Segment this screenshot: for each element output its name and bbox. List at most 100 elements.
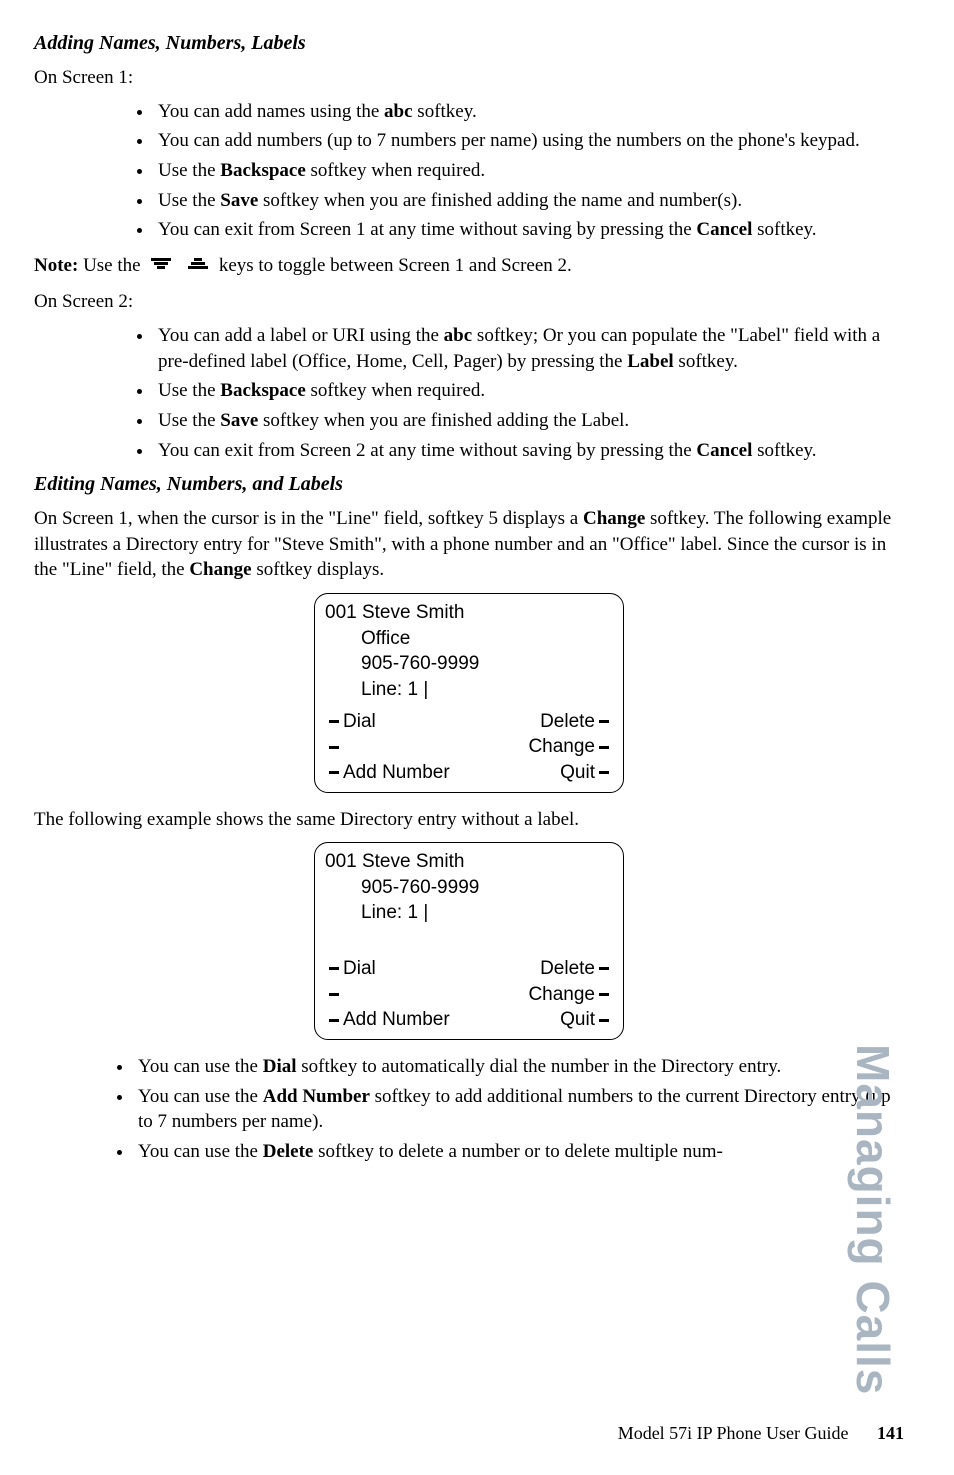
softkey-blank xyxy=(325,993,343,996)
screen1-bullets: You can add names using the abc softkey.… xyxy=(34,99,904,243)
bold: Backspace xyxy=(220,160,306,181)
list-item: You can use the Delete softkey to delete… xyxy=(134,1139,904,1165)
tick-icon xyxy=(599,1019,609,1022)
bold: Add Number xyxy=(263,1086,370,1107)
list-item: You can exit from Screen 1 at any time w… xyxy=(154,217,904,243)
text: You can use the xyxy=(138,1056,263,1077)
tick-icon xyxy=(329,720,339,723)
softkey-change: Change xyxy=(528,734,613,760)
screen-b: 001 Steve Smith 905-760-9999 Line: 1 | D… xyxy=(314,842,624,1040)
screen-line: Office xyxy=(325,626,613,652)
tick-icon xyxy=(329,1019,339,1022)
on-screen-2: On Screen 2: xyxy=(34,289,904,315)
screen2-bullets: You can add a label or URI using the abc… xyxy=(34,323,904,463)
bold: Change xyxy=(583,508,645,529)
para2: The following example shows the same Dir… xyxy=(34,807,904,833)
screen-line: 905-760-9999 xyxy=(325,875,613,901)
on-screen-1: On Screen 1: xyxy=(34,65,904,91)
para1: On Screen 1, when the cursor is in the "… xyxy=(34,506,904,583)
text: Delete xyxy=(540,956,595,982)
screen-line: 001 Steve Smith xyxy=(325,600,613,626)
footer: Model 57i IP Phone User Guide 141 xyxy=(618,1421,904,1445)
text: softkey to automatically dial the number… xyxy=(297,1056,782,1077)
screen-a: 001 Steve Smith Office 905-760-9999 Line… xyxy=(314,593,624,792)
text: Dial xyxy=(343,709,376,735)
arrow-up-icon xyxy=(188,254,208,280)
text: Change xyxy=(528,982,595,1008)
list-item: Use the Backspace softkey when required. xyxy=(154,378,904,404)
list-item: You can add names using the abc softkey. xyxy=(154,99,904,125)
bold: Dial xyxy=(263,1056,297,1077)
note-label: Note: xyxy=(34,255,78,276)
bold: Save xyxy=(220,410,258,431)
text: softkey. xyxy=(413,101,477,122)
list-item: You can use the Add Number softkey to ad… xyxy=(134,1084,904,1135)
tick-icon xyxy=(599,746,609,749)
heading-editing: Editing Names, Numbers, and Labels xyxy=(34,471,904,498)
text: softkey when required. xyxy=(306,160,485,181)
softkey-dial: Dial xyxy=(325,709,376,735)
list-item: You can add a label or URI using the abc… xyxy=(154,323,904,374)
list-item: You can exit from Screen 2 at any time w… xyxy=(154,438,904,464)
text: softkey when required. xyxy=(306,380,485,401)
softkey-quit: Quit xyxy=(560,1007,613,1033)
screen-line: Line: 1 | xyxy=(325,677,613,703)
tick-icon xyxy=(329,993,339,996)
note-line: Note: Use the keys to toggle between Scr… xyxy=(34,253,904,279)
text: Use the xyxy=(78,255,145,276)
list-item: You can use the Dial softkey to automati… xyxy=(134,1054,904,1080)
text: You can add a label or URI using the xyxy=(158,325,444,346)
text: You can use the xyxy=(138,1141,263,1162)
tick-icon xyxy=(329,771,339,774)
list-item: Use the Backspace softkey when required. xyxy=(154,158,904,184)
tick-icon xyxy=(329,746,339,749)
text: You can use the xyxy=(138,1086,263,1107)
softkey-change: Change xyxy=(528,982,613,1008)
text: Use the xyxy=(158,380,220,401)
bold: Cancel xyxy=(696,219,752,240)
text: softkey when you are finished adding the… xyxy=(258,190,742,211)
text: Quit xyxy=(560,760,595,786)
softkey-add-number: Add Number xyxy=(325,760,450,786)
bold: abc xyxy=(384,101,413,122)
page-number: 141 xyxy=(877,1423,904,1443)
screen-line: Line: 1 | xyxy=(325,900,613,926)
text: Use the xyxy=(158,410,220,431)
text: You can exit from Screen 2 at any time w… xyxy=(158,440,696,461)
bold: Change xyxy=(189,559,251,580)
softkey-dial: Dial xyxy=(325,956,376,982)
screen-line: 905-760-9999 xyxy=(325,651,613,677)
text: Delete xyxy=(540,709,595,735)
side-tab: Managing Calls xyxy=(842,1044,904,1395)
list-item: You can add numbers (up to 7 numbers per… xyxy=(154,128,904,154)
tick-icon xyxy=(599,993,609,996)
text: softkey to delete a number or to delete … xyxy=(313,1141,722,1162)
softkey-add-number: Add Number xyxy=(325,1007,450,1033)
text: Dial xyxy=(343,956,376,982)
arrow-down-icon xyxy=(151,254,171,280)
text: keys to toggle between Screen 1 and Scre… xyxy=(219,255,572,276)
bold: Label xyxy=(627,351,673,372)
bold: Delete xyxy=(263,1141,314,1162)
text: softkey. xyxy=(752,440,816,461)
bold: Save xyxy=(220,190,258,211)
text: You can exit from Screen 1 at any time w… xyxy=(158,219,696,240)
softkey-delete: Delete xyxy=(540,709,613,735)
text: softkey. xyxy=(674,351,738,372)
tick-icon xyxy=(599,771,609,774)
bold: Backspace xyxy=(220,380,306,401)
text: softkey displays. xyxy=(252,559,384,580)
softkey-quit: Quit xyxy=(560,760,613,786)
text: Use the xyxy=(158,160,220,181)
text: Add Number xyxy=(343,1007,450,1033)
footer-title: Model 57i IP Phone User Guide xyxy=(618,1423,849,1443)
text: On Screen 1, when the cursor is in the "… xyxy=(34,508,583,529)
text: softkey when you are finished adding the… xyxy=(258,410,629,431)
tick-icon xyxy=(599,720,609,723)
text: You can add names using the xyxy=(158,101,384,122)
text: Use the xyxy=(158,190,220,211)
softkey-delete: Delete xyxy=(540,956,613,982)
tail-bullets: You can use the Dial softkey to automati… xyxy=(34,1054,904,1165)
text: Change xyxy=(528,734,595,760)
text: Quit xyxy=(560,1007,595,1033)
